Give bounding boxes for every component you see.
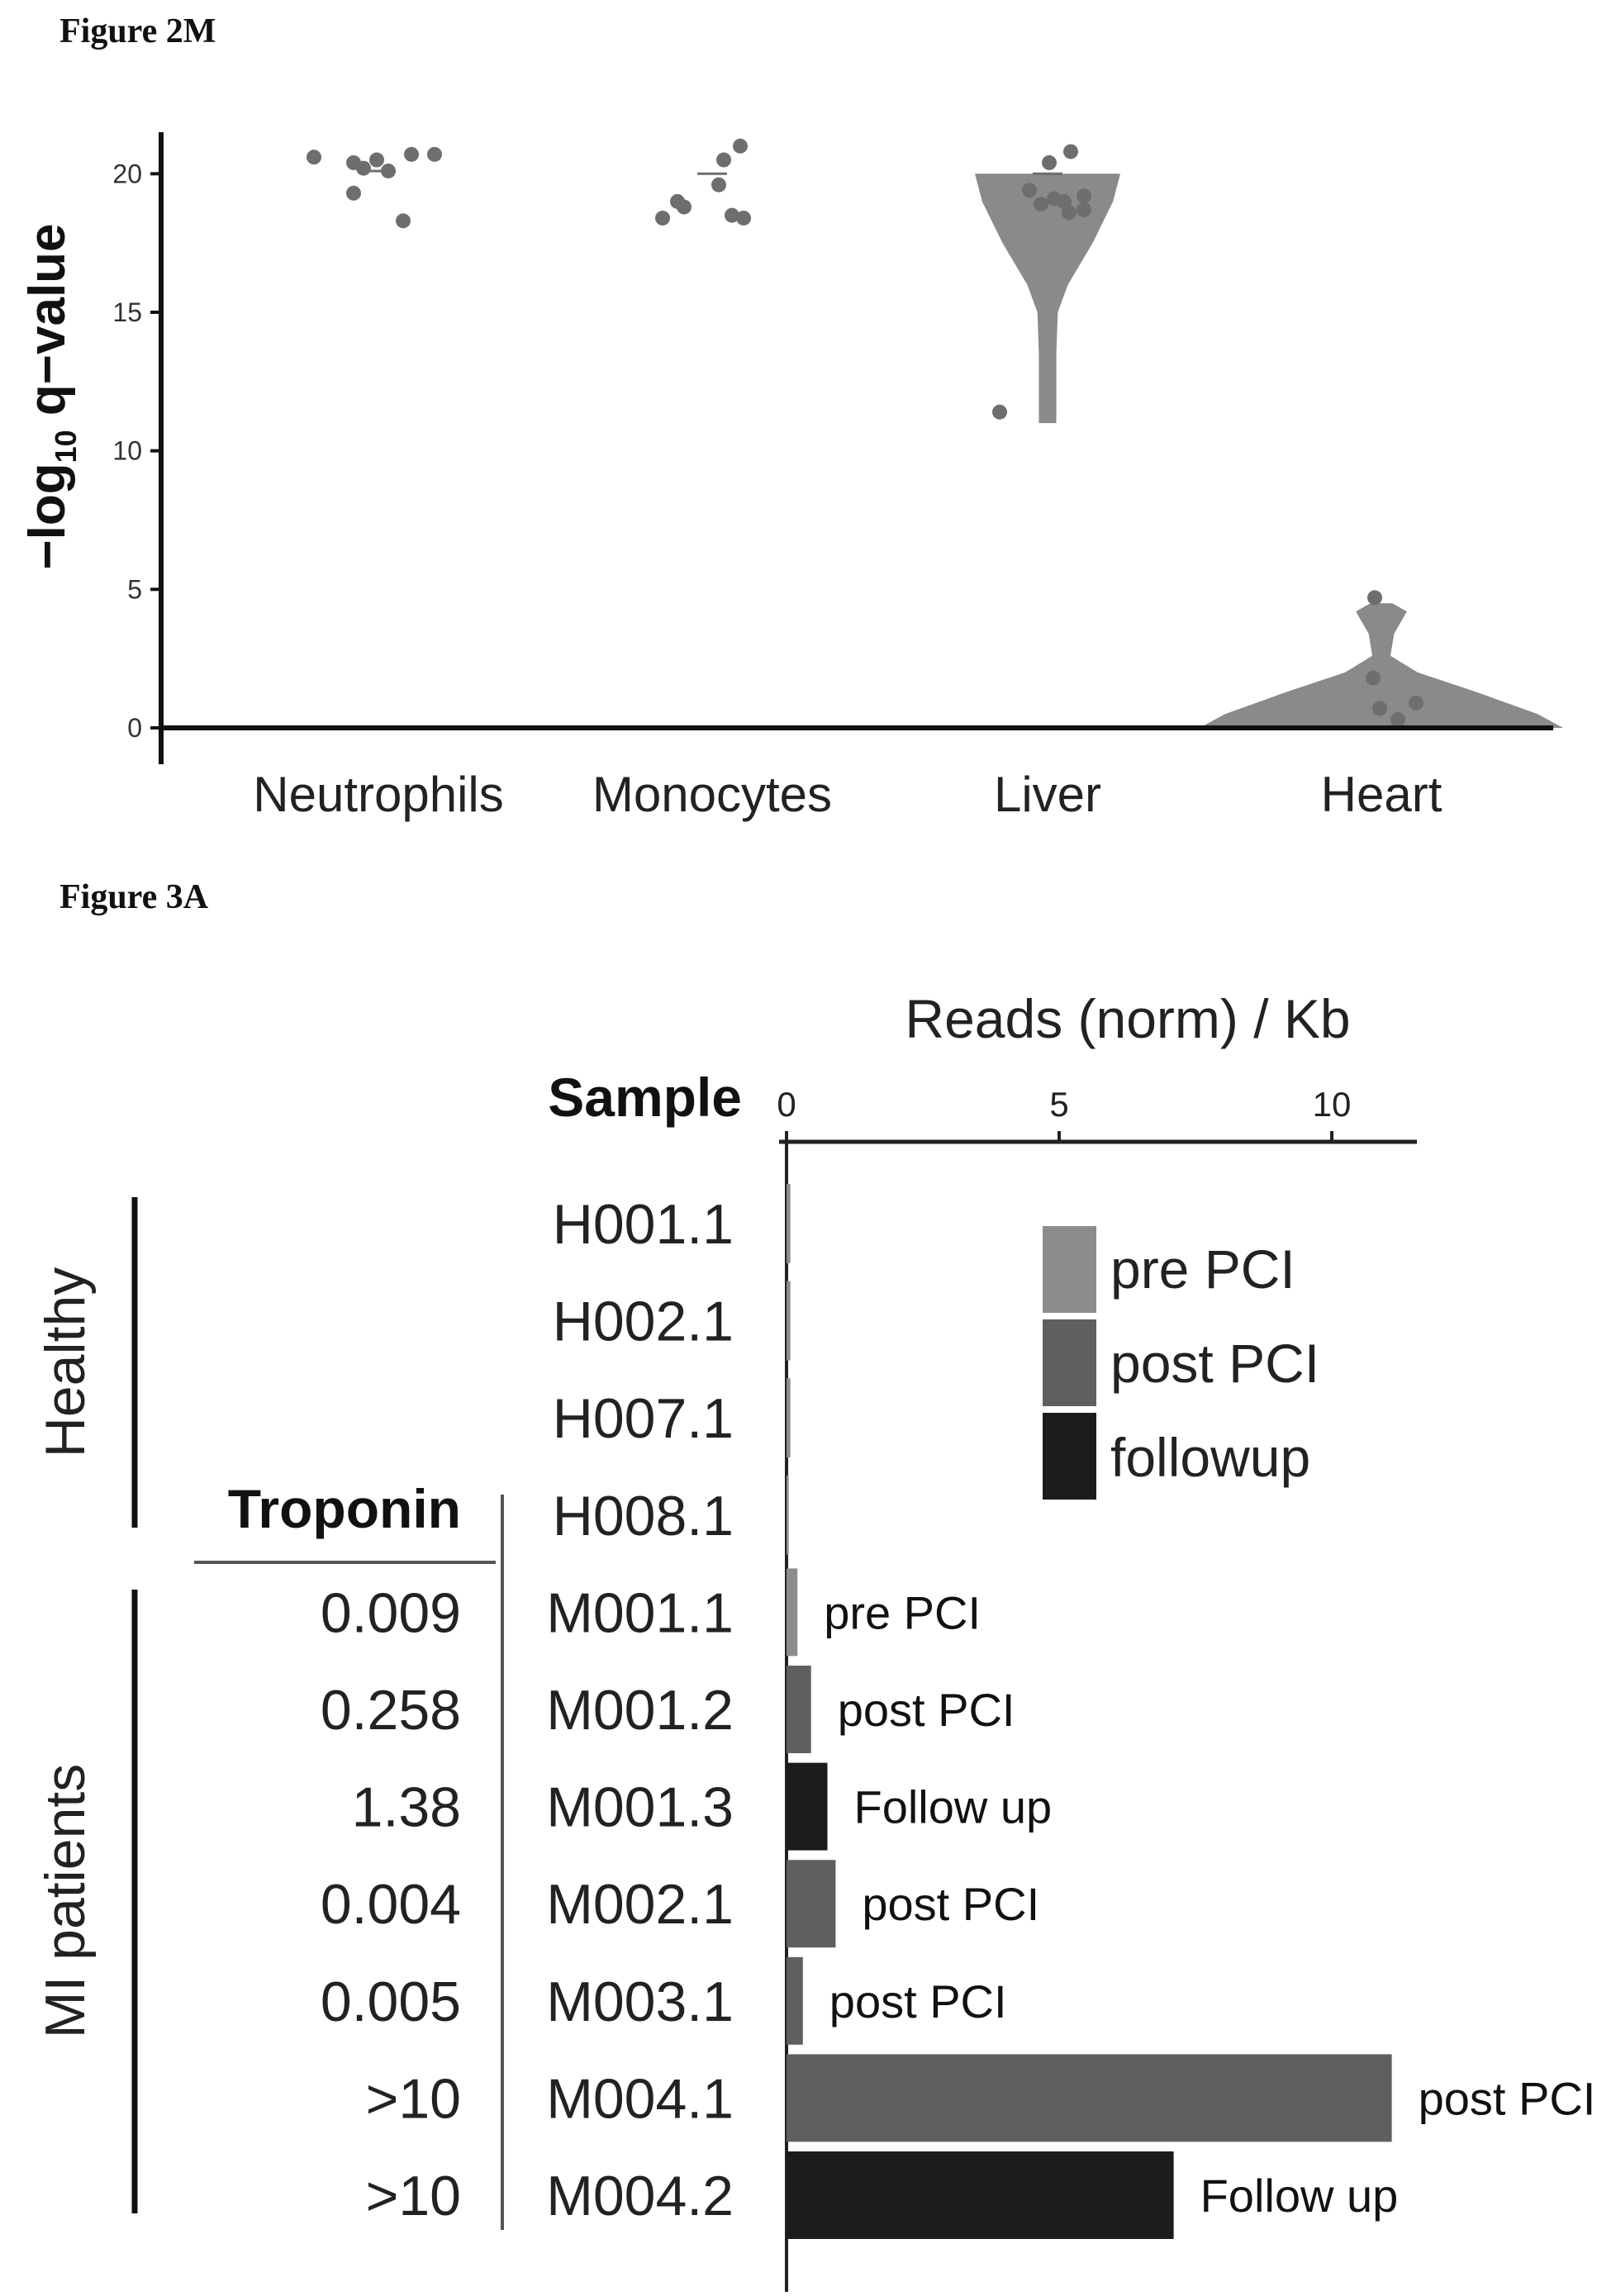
sample-label: H007.1: [553, 1387, 734, 1450]
sample-label: M001.1: [546, 1581, 734, 1644]
chart-title: Reads (norm) / Kb: [905, 988, 1350, 1049]
data-point: [307, 150, 321, 165]
x-category-label: Monocytes: [592, 767, 832, 822]
data-point: [1022, 183, 1037, 198]
y-axis-label-subscript: 10: [49, 430, 83, 463]
data-point: [1367, 590, 1382, 606]
data-point: [1034, 197, 1048, 212]
legend-swatch-pre-pci: [1043, 1226, 1096, 1313]
troponin-header: Troponin: [228, 1478, 461, 1539]
bar-annotation: post PCI: [1419, 2072, 1596, 2124]
troponin-value: >10: [366, 2067, 461, 2130]
data-point: [396, 213, 411, 229]
data-point: [1077, 188, 1091, 204]
bar-annotation: Follow up: [1200, 2170, 1399, 2222]
data-point: [1077, 202, 1091, 217]
violin-liver: [975, 174, 1120, 424]
troponin-value: 0.004: [321, 1873, 461, 1936]
y-tick-label: 10: [112, 436, 142, 466]
sample-label: M004.2: [546, 2165, 734, 2227]
troponin-value: 0.258: [321, 1679, 461, 1742]
figure-3a-label: Figure 3A: [59, 878, 209, 916]
bar: [787, 1378, 791, 1458]
data-point: [369, 152, 384, 168]
bar: [787, 1666, 811, 1753]
data-point: [1409, 695, 1424, 711]
troponin-value: 0.009: [321, 1581, 461, 1644]
x-tick-label: 0: [777, 1085, 796, 1124]
legend-swatch-post-pci: [1043, 1319, 1096, 1406]
legend-label-post-pci: post PCI: [1110, 1333, 1319, 1394]
x-category-label: Heart: [1321, 767, 1443, 822]
data-point: [677, 199, 692, 215]
data-point: [346, 185, 361, 201]
data-point: [711, 177, 726, 193]
data-point: [1042, 154, 1057, 170]
bar: [787, 1762, 828, 1851]
data-point: [1057, 193, 1072, 209]
sample-header: Sample: [548, 1067, 742, 1128]
bar: [787, 1956, 803, 2045]
troponin-value: 1.38: [352, 1776, 461, 1839]
y-axis-label-rest: q−value: [19, 223, 76, 430]
sample-label: M001.2: [546, 1679, 734, 1742]
y-axis-label-main: −log: [19, 463, 76, 569]
data-point: [733, 138, 748, 154]
sample-label: H001.1: [553, 1193, 734, 1256]
troponin-value: 0.005: [321, 1970, 461, 2033]
data-point: [427, 146, 442, 162]
data-point: [716, 152, 731, 168]
bar-annotation: post PCI: [862, 1878, 1039, 1930]
data-point: [992, 404, 1007, 420]
x-category-label: Neutrophils: [253, 767, 504, 822]
data-point: [725, 207, 739, 223]
legend: pre PCI post PCI followup: [1043, 1226, 1319, 1500]
sample-label: M004.1: [546, 2067, 734, 2130]
legend-label-pre-pci: pre PCI: [1110, 1238, 1295, 1300]
bar: [787, 2054, 1392, 2142]
bar: [787, 1475, 789, 1555]
data-point: [736, 210, 751, 226]
reads-bar-chart: Reads (norm) / Kb Sample 0 5 10 Healthy MI…: [34, 988, 1596, 2292]
legend-label-followup: followup: [1110, 1427, 1310, 1488]
data-point: [356, 160, 371, 176]
bar-annotation: pre PCI: [824, 1586, 981, 1638]
data-point: [655, 210, 670, 226]
bar: [787, 1281, 791, 1361]
x-category-label: Liver: [994, 767, 1101, 822]
bar: [787, 1860, 836, 1948]
bar: [787, 2151, 1174, 2239]
data-point: [404, 146, 419, 162]
troponin-value: >10: [366, 2165, 461, 2227]
x-tick-label: 10: [1313, 1085, 1352, 1124]
data-point: [1366, 670, 1381, 686]
bar-annotation: Follow up: [854, 1781, 1053, 1833]
y-tick-label: 5: [127, 574, 142, 604]
data-point: [1372, 701, 1387, 716]
x-tick-label: 5: [1049, 1085, 1068, 1124]
figure-2m-label: Figure 2M: [59, 12, 216, 50]
y-tick-label: 15: [112, 297, 142, 327]
sample-label: M001.3: [546, 1776, 734, 1839]
group-label-healthy: Healthy: [34, 1267, 97, 1458]
data-point: [1063, 144, 1078, 159]
group-label-mi-patients: MI patients: [34, 1764, 97, 2039]
sample-label: M002.1: [546, 1873, 734, 1936]
sample-label: H008.1: [553, 1485, 734, 1547]
bar-annotation: post PCI: [838, 1684, 1015, 1736]
y-tick-label: 20: [112, 159, 142, 188]
y-axis-label: −log10 q−value: [19, 223, 83, 569]
data-point: [1062, 205, 1077, 221]
legend-swatch-followup: [1043, 1413, 1096, 1500]
sample-label: H002.1: [553, 1291, 734, 1353]
violin-heart: [1200, 603, 1563, 728]
data-point: [1390, 711, 1405, 727]
bar: [787, 1568, 798, 1657]
bar-annotation: post PCI: [829, 1975, 1007, 2027]
y-tick-label: 0: [127, 713, 142, 743]
sample-label: M003.1: [546, 1970, 734, 2033]
bar: [787, 1184, 791, 1263]
